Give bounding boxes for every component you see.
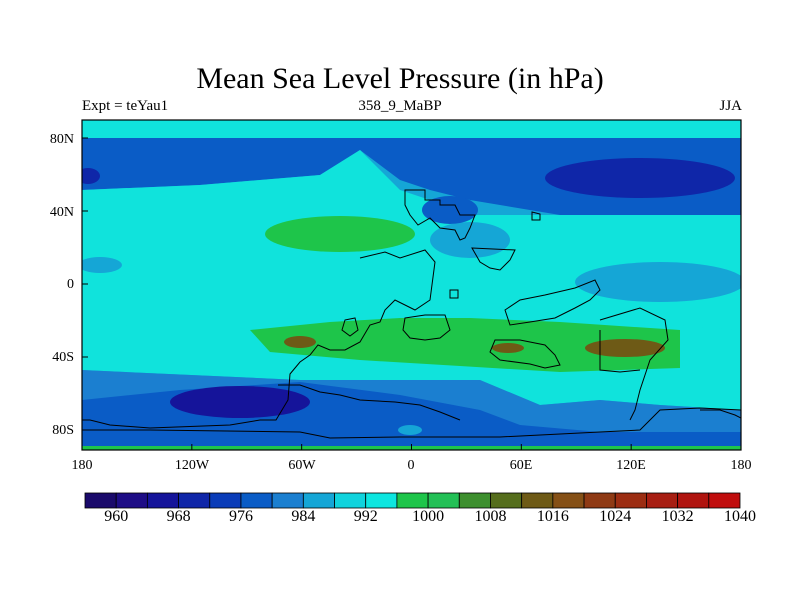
asian-low — [545, 158, 735, 198]
colorbar-label: 1016 — [536, 508, 569, 525]
pacific-low — [82, 168, 100, 184]
colorbar-swatch — [677, 492, 710, 509]
colorbar-swatch — [552, 492, 585, 509]
colorbar-label: 984 — [291, 508, 316, 525]
lat-label-40n: 40N — [49, 205, 74, 220]
colorbar-swatch — [365, 492, 398, 509]
colorbar-label: 1040 — [724, 508, 756, 525]
deep-low — [170, 386, 310, 418]
colorbar-swatch — [614, 492, 647, 509]
east-low — [575, 262, 741, 302]
colorbar-swatch — [115, 492, 148, 509]
lon-label-60e: 60E — [509, 458, 533, 473]
colorbar — [84, 492, 741, 509]
high-center-3 — [585, 339, 665, 357]
lon-label-180e: 180 — [730, 458, 752, 473]
colorbar-swatch — [646, 492, 679, 509]
period-label: 358_9_MaBP — [358, 98, 442, 114]
colorbar-swatch — [458, 492, 491, 509]
lon-label-0: 0 — [407, 458, 415, 473]
colorbar-swatch — [334, 492, 367, 509]
colorbar-swatch — [209, 492, 242, 509]
lon-label-60w: 60W — [288, 458, 316, 473]
gulf-low — [422, 196, 478, 224]
lon-label-180w: 180 — [71, 458, 93, 473]
colorbar-swatch — [240, 492, 273, 509]
lat-label-80n: 80N — [49, 132, 74, 147]
colorbar-label: 960 — [104, 508, 129, 525]
colorbar-swatch — [178, 492, 211, 509]
lon-label-120e: 120E — [616, 458, 646, 473]
season-label: JJA — [719, 98, 742, 114]
lat-label-eq: 0 — [67, 277, 74, 292]
lat-label-40s: 40S — [52, 350, 74, 365]
high-center-2 — [492, 343, 524, 353]
colorbar-swatch — [521, 492, 554, 509]
coastlines — [82, 189, 741, 439]
colorbar-swatch — [302, 492, 335, 509]
lon-label-120w: 120W — [174, 458, 210, 473]
colorbar-label: 992 — [353, 508, 378, 525]
experiment-label: Expt = teYau1 — [82, 98, 169, 114]
north-high — [265, 216, 415, 252]
lat-label-80s: 80S — [52, 423, 74, 438]
colorbar-swatch — [84, 492, 117, 509]
colorbar-swatch — [271, 492, 304, 509]
axis-ticks — [81, 137, 742, 450]
west-low — [82, 257, 122, 273]
colorbar-swatch — [490, 492, 523, 509]
colorbar-label: 968 — [166, 508, 191, 525]
colorbar-label: 1032 — [661, 508, 694, 525]
high-center-1 — [284, 336, 316, 348]
colorbar-swatch — [583, 492, 616, 509]
antarctic-patch — [398, 425, 422, 435]
colorbar-swatch — [146, 492, 179, 509]
north-low-zone — [82, 138, 741, 215]
colorbar-swatch — [396, 492, 429, 509]
colorbar-swatch — [708, 492, 741, 509]
colorbar-label: 1024 — [599, 508, 632, 525]
colorbar-label: 1008 — [474, 508, 507, 525]
arctic-band — [82, 120, 741, 138]
chart-title: Mean Sea Level Pressure (in hPa) — [196, 62, 604, 95]
colorbar-swatch — [427, 492, 460, 509]
colorbar-label: 1000 — [412, 508, 445, 525]
pressure-field — [82, 120, 741, 450]
colorbar-label: 976 — [228, 508, 253, 525]
south-high-belt — [250, 318, 680, 372]
